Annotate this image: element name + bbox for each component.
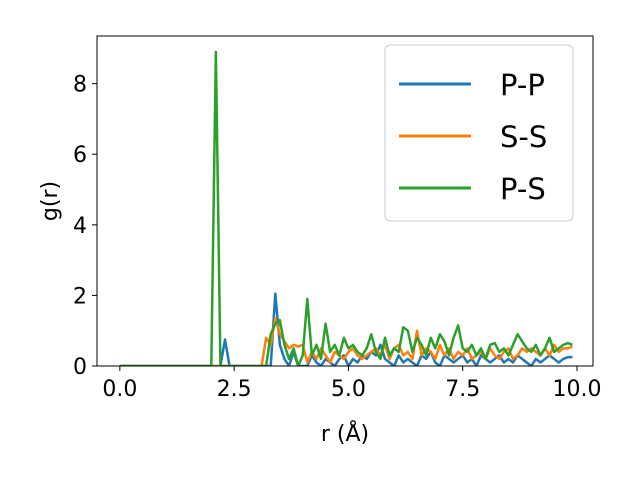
y-tick-label: 6 — [73, 143, 87, 168]
y-tick-label: 8 — [73, 73, 87, 98]
x-axis-label: r (Å) — [321, 420, 369, 447]
x-tick-label: 10.0 — [553, 377, 602, 402]
x-tick-label: 7.5 — [445, 377, 480, 402]
x-tick-label: 2.5 — [217, 377, 252, 402]
x-tick-label: 0.0 — [102, 377, 137, 402]
legend-label-p-s: P-S — [500, 172, 546, 206]
y-tick-label: 4 — [73, 214, 87, 239]
legend-label-s-s: S-S — [500, 120, 547, 154]
series-layer — [119, 50, 573, 366]
legend-label-p-p: P-P — [500, 68, 545, 102]
y-axis-label: g(r) — [38, 181, 63, 221]
y-axis-ticks: 0 2 4 6 8 — [73, 73, 97, 380]
series-line-p-s — [119, 50, 573, 366]
y-tick-label: 0 — [73, 355, 87, 380]
legend-box — [384, 44, 574, 222]
legend: P-P S-S P-S — [384, 44, 574, 222]
y-tick-label: 2 — [73, 284, 87, 309]
axes-frame — [96, 35, 594, 367]
x-axis-ticks: 0.0 2.5 5.0 7.5 10.0 — [102, 366, 601, 402]
x-tick-label: 5.0 — [331, 377, 366, 402]
